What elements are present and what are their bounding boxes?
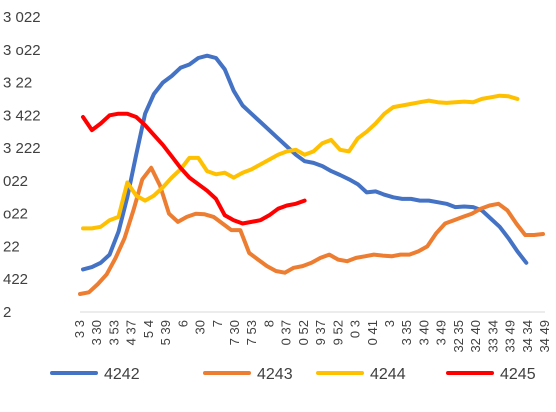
series-line-4244	[81, 93, 520, 231]
x-tick-label: 9 37	[313, 320, 328, 345]
x-tick-label: 0 52	[296, 320, 311, 345]
legend-label-4245: 4245	[500, 366, 536, 383]
x-tick-label: 9 52	[330, 320, 345, 345]
y-axis-ticks: 2 422 22 o22 022 3 222 3 422 3 22 3 o22 3 022	[3, 9, 41, 321]
y-tick-label: 3 422	[3, 107, 41, 124]
y-tick-label: 22	[3, 238, 20, 255]
x-tick-label: 3	[382, 320, 397, 327]
series-line-4242	[81, 53, 529, 272]
x-tick-label: 3 53	[106, 320, 121, 345]
y-tick-label: 422	[3, 271, 28, 288]
plot-area	[78, 53, 545, 313]
x-tick-label: 8	[261, 320, 276, 327]
x-tick-label: 33 34	[485, 320, 500, 353]
x-tick-label: 5 39	[158, 320, 173, 345]
x-tick-label: 7 30	[227, 320, 242, 345]
y-tick-label: o22	[3, 206, 28, 223]
series-line-4243	[78, 165, 545, 296]
x-tick-label: 0 37	[279, 320, 294, 345]
y-tick-label: 3 022	[3, 9, 41, 26]
x-tick-label: 3 49	[434, 320, 449, 345]
x-tick-label: 34 49	[537, 320, 552, 353]
x-tick-label: 0 41	[365, 320, 380, 345]
series-lines	[78, 53, 545, 296]
series-line-4245	[81, 111, 307, 226]
x-tick-label: 3 40	[416, 320, 431, 345]
x-tick-label: 5 4	[141, 320, 156, 338]
x-tick-label: 33 49	[503, 320, 518, 353]
x-tick-label: 3 35	[399, 320, 414, 345]
x-tick-label: 32 35	[451, 320, 466, 353]
legend-label-4242: 4242	[104, 366, 140, 383]
x-tick-label: 3 3	[72, 320, 87, 338]
y-tick-label: 3 22	[3, 75, 32, 92]
y-tick-label: 2	[3, 304, 11, 321]
y-tick-label: 3 o22	[3, 42, 41, 59]
x-tick-label: 7 53	[244, 320, 259, 345]
x-tick-label: 30	[193, 320, 208, 334]
x-tick-label: 4 37	[124, 320, 139, 345]
y-tick-label: 3 222	[3, 140, 41, 157]
legend-label-4244: 4244	[370, 366, 406, 383]
x-tick-label: 6	[175, 320, 190, 327]
x-tick-label: 3 30	[89, 320, 104, 345]
x-tick-label: 0 3	[348, 320, 363, 338]
y-tick-label: 022	[3, 173, 28, 190]
x-tick-label: 32 40	[468, 320, 483, 353]
x-tick-label: 34 34	[520, 320, 535, 353]
legend-label-4243: 4243	[257, 366, 293, 383]
legend: 4242 4243 4244 4245	[50, 366, 536, 383]
x-tick-label: 7	[210, 320, 225, 327]
